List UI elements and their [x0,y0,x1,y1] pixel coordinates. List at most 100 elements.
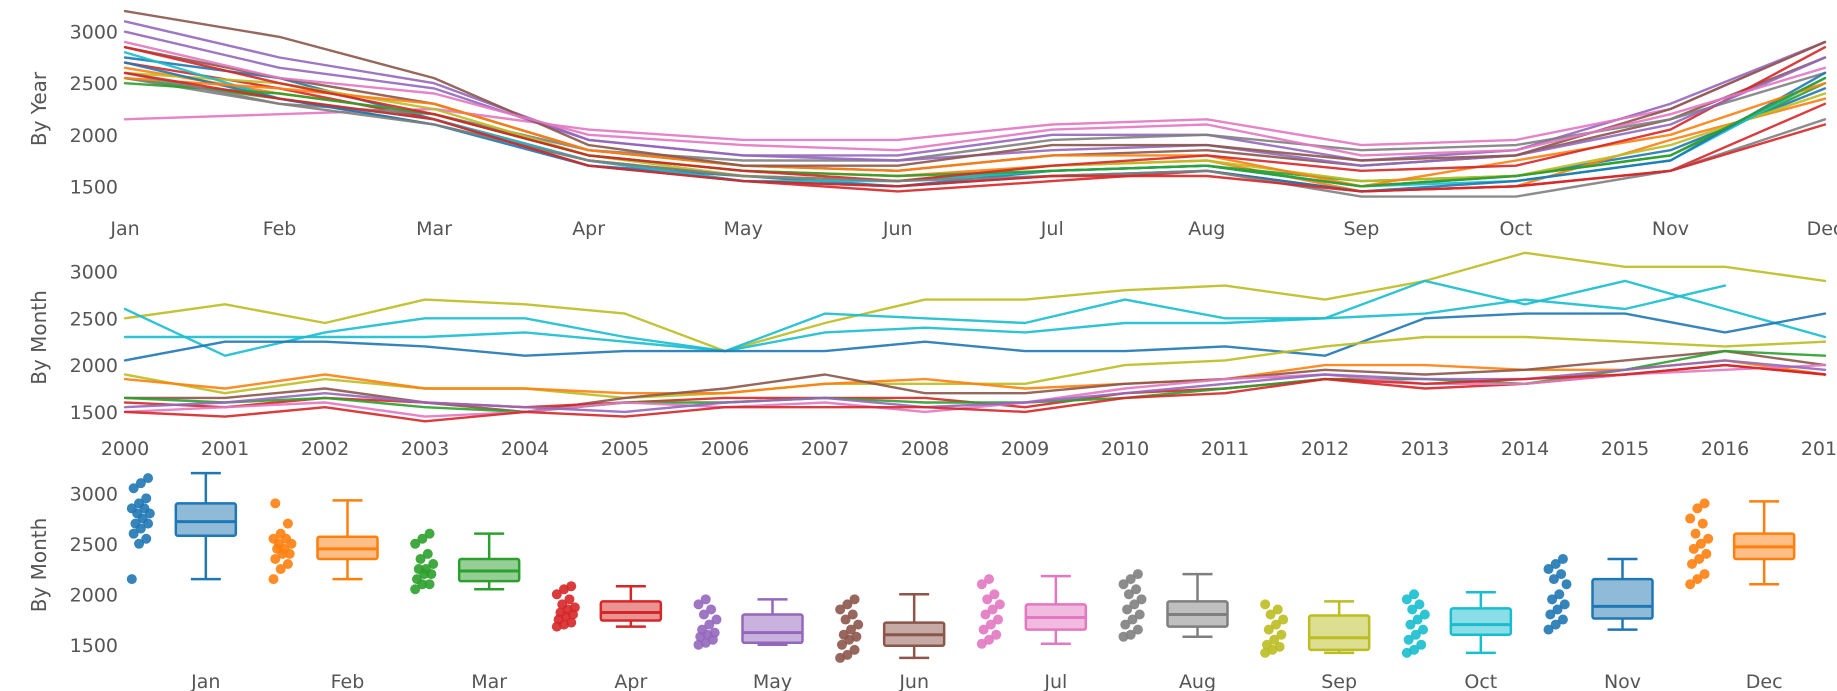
panel-1-x-tick-15: 2015 [1601,438,1649,460]
box-0-point-16 [143,473,154,484]
box-9-point-7 [1412,614,1423,625]
panel-0-y-axis-title: By Year [27,71,51,146]
panel-2-x-tick-2: Mar [471,671,507,691]
box-11-point-4 [1694,553,1705,564]
panel-1-series-line-2 [123,284,1727,353]
panel-1-x-tick-5: 2005 [601,438,649,460]
box-5-point-10 [847,609,858,620]
box-0-point-11 [126,503,137,514]
box-2-point-0 [410,584,421,595]
panel-0-series-line-4 [123,20,1827,162]
panel-1-x-tick-4: 2004 [501,438,549,460]
panel-0-x-tick-9: Oct [1499,218,1532,240]
box-11-point-6 [1688,543,1699,554]
box-9-iqr [1449,607,1513,636]
panel-0-series-line-17 [123,71,1827,198]
box-2-point-11 [410,538,421,549]
box-9-point-4 [1410,629,1421,640]
box-6-point-6 [980,609,991,620]
box-8-point-9 [1265,609,1276,620]
box-5-point-9 [840,614,851,625]
box-7-point-6 [1122,604,1133,615]
box-2-point-8 [428,558,439,569]
box-2-point-10 [422,548,433,559]
box-7-point-3 [1120,619,1131,630]
box-7-point-8 [1136,594,1147,605]
panel-0-series-line-7 [123,71,1827,162]
box-7-point-11 [1118,579,1129,590]
box-10-point-10 [1556,569,1567,580]
panel-0-y-tick-2: 2500 [70,73,118,95]
box-8-point-7 [1270,619,1281,630]
panel-1-series-line-7 [123,363,1827,409]
panel-1-x-tick-9: 2009 [1001,438,1049,460]
box-1-point-11 [268,533,279,544]
box-5-point-12 [842,599,853,610]
box-2-point-7 [420,564,431,575]
panel-0-x-tick-4: May [724,218,763,240]
panel-0-x-tick-5: Jun [882,218,913,240]
box-6-point-4 [985,619,996,630]
panel-0-series-line-15 [123,9,1827,167]
box-11-point-0 [1685,579,1696,590]
panel-2-x-tick-7: Aug [1179,671,1216,691]
box-4-point-5 [709,627,720,638]
panel-1-x-tick-13: 2013 [1401,438,1449,460]
box-8-iqr [1307,614,1371,652]
box-11-point-3 [1686,558,1697,569]
panel-1-x-tick-8: 2008 [901,438,949,460]
panel-1-y-tick-1: 2000 [70,355,118,377]
box-10-iqr [1591,577,1654,620]
box-11-point-1 [1692,574,1703,585]
panel-0-x-tick-6: Jul [1040,218,1064,240]
box-2-point-13 [424,528,435,539]
panel-1-series-line-0 [123,251,1827,353]
box-7-point-4 [1127,614,1138,625]
box-4-point-6 [697,624,708,635]
box-0-point-6 [130,518,141,529]
box-8-point-10 [1272,604,1283,615]
panel-1-y-tick-0: 1500 [70,402,118,424]
box-6-point-7 [987,604,998,615]
panel-2-x-tick-0: Jan [190,671,220,691]
box-3-point-11 [551,589,562,600]
panel-0-x-tick-3: Apr [572,218,605,240]
box-8-point-8 [1278,614,1289,625]
panel-1-x-tick-1: 2001 [201,438,249,460]
box-6-point-9 [982,594,993,605]
panel-1-x-tick-3: 2003 [401,438,449,460]
panel-2-y-axis-title: By Month [27,518,51,613]
box-3-iqr [599,600,663,622]
box-5-point-3 [836,639,847,650]
panel-1-series-line-3 [123,312,1827,362]
box-11-point-2 [1699,569,1710,580]
panel-0-series-line-0 [123,56,1827,188]
box-11-point-7 [1695,538,1706,549]
panel-1-x-tick-7: 2007 [801,438,849,460]
box-6-point-1 [984,634,995,645]
panel-by-year: 1500 2000 2500 3000 By Year Jan Feb Mar Apr May Ju… [27,9,1837,240]
box-8-point-2 [1274,641,1285,652]
box-0-point-1 [134,538,145,549]
panel-2-x-tick-8: Sep [1321,671,1357,691]
box-5-point-8 [853,619,864,630]
panel-2-x-tick-9: Oct [1464,671,1497,691]
box-9-point-5 [1418,624,1429,635]
box-6-point-2 [991,629,1002,640]
box-11-point-10 [1697,518,1708,529]
panel-1-x-tick-0: 2000 [101,438,149,460]
panel-2-x-tick-4: May [753,671,792,691]
box-7-point-13 [1132,569,1143,580]
box-0-point-2 [141,533,152,544]
box-1-point-3 [270,553,281,564]
box-9-point-10 [1414,599,1425,610]
box-10-point-11 [1543,564,1554,575]
panel-2-y-tick-0: 1500 [70,635,118,657]
box-10-point-4 [1552,604,1563,615]
box-6-point-5 [993,614,1004,625]
box-11-point-5 [1701,548,1712,559]
box-10-point-0 [1543,624,1554,635]
box-0-point-0 [126,574,137,585]
box-1-point-14 [270,498,281,509]
box-7-point-2 [1132,624,1143,635]
